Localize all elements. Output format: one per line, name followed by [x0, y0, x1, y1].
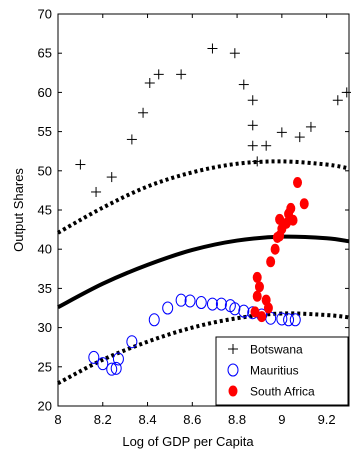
mauritius-point [112, 352, 124, 366]
botswana-point [294, 132, 305, 143]
x-axis-label: Log of GDP per Capita [122, 434, 254, 449]
x-tick-label: 8.2 [94, 412, 112, 427]
mauritius-point [238, 304, 250, 318]
mauritius-point [289, 313, 301, 327]
botswana-point [247, 95, 258, 106]
botswana-point [229, 48, 240, 59]
mauritius-point [162, 301, 174, 315]
mauritius-point [97, 357, 109, 371]
botswana-point [106, 172, 117, 183]
y-tick-label: 40 [38, 242, 52, 257]
legend-label-south-africa: South Africa [250, 385, 315, 399]
x-tick-label: 9 [278, 412, 285, 427]
south-africa-point [257, 311, 267, 323]
botswana-point [176, 69, 187, 80]
botswana-point [276, 127, 287, 138]
legend-marker-mauritius [227, 363, 239, 377]
botswana-point [138, 107, 149, 118]
south-africa-point [266, 256, 276, 268]
y-tick-label: 20 [38, 399, 52, 414]
legend-label-botswana: Botswana [250, 343, 303, 357]
mauritius-point [265, 311, 277, 325]
botswana-point [252, 156, 263, 167]
x-tick-label: 8 [54, 412, 61, 427]
fitted-curves [57, 159, 350, 386]
south-africa-point [286, 202, 296, 214]
mauritius-point [175, 293, 187, 307]
y-tick-label: 70 [38, 7, 52, 22]
data-points [75, 43, 351, 376]
x-tick-label: 8.6 [183, 412, 201, 427]
x-tick-label: 8.8 [228, 412, 246, 427]
mauritius-point [110, 361, 122, 375]
botswana-point [238, 79, 249, 90]
y-tick-label: 55 [38, 124, 52, 139]
y-tick-label: 45 [38, 203, 52, 218]
y-tick-label: 60 [38, 85, 52, 100]
x-tick-label: 8.4 [138, 412, 156, 427]
south-africa-point [252, 271, 262, 283]
y-tick-label: 25 [38, 359, 52, 374]
x-axis-ticks: 8 8.2 8.4 8.6 8.8 9 9.2 [54, 14, 336, 427]
botswana-point [247, 120, 258, 131]
botswana-point [305, 121, 316, 132]
mauritius-point [184, 294, 196, 308]
mauritius-point [215, 297, 227, 311]
south-africa-point [263, 302, 273, 314]
legend-marker-south-africa [228, 385, 238, 397]
mauritius-point [126, 335, 138, 349]
botswana-point [207, 43, 218, 54]
botswana-point [126, 134, 137, 145]
south-africa-point [250, 306, 260, 318]
mauritius-point [206, 297, 218, 311]
botswana-point [247, 140, 258, 151]
botswana-point [153, 69, 164, 80]
legend-label-mauritius: Mauritius [250, 364, 299, 378]
fitted-curve-dotted-2 [57, 311, 350, 386]
y-tick-label: 65 [38, 46, 52, 61]
y-tick-label: 50 [38, 163, 52, 178]
south-africa-point [293, 177, 303, 189]
south-africa-point [299, 198, 309, 210]
botswana-point [261, 140, 272, 151]
y-axis-ticks: 20 25 30 35 40 45 50 55 60 65 70 [38, 7, 349, 414]
x-tick-label: 9.2 [318, 412, 336, 427]
mauritius-point [276, 312, 288, 326]
fitted-curve-dotted-1 [57, 159, 350, 235]
botswana-point [332, 95, 343, 106]
y-axis-label: Output Shares [11, 168, 26, 252]
south-africa-point [288, 214, 298, 226]
mauritius-point [229, 302, 241, 316]
south-africa-point [270, 243, 280, 255]
legend: Botswana Mauritius South Africa [215, 336, 349, 406]
mauritius-point [195, 296, 207, 310]
south-africa-point [252, 290, 262, 302]
south-africa-point [254, 281, 264, 293]
mauritius-point [106, 362, 118, 376]
legend-marker-botswana [228, 344, 238, 354]
mauritius-point [283, 313, 295, 327]
y-tick-label: 30 [38, 320, 52, 335]
y-tick-label: 35 [38, 281, 52, 296]
fitted-curve-solid-0 [57, 234, 350, 309]
mauritius-point [148, 313, 160, 327]
botswana-point [75, 159, 86, 170]
mauritius-point [88, 350, 100, 364]
botswana-point [91, 186, 102, 197]
botswana-point [144, 77, 155, 88]
